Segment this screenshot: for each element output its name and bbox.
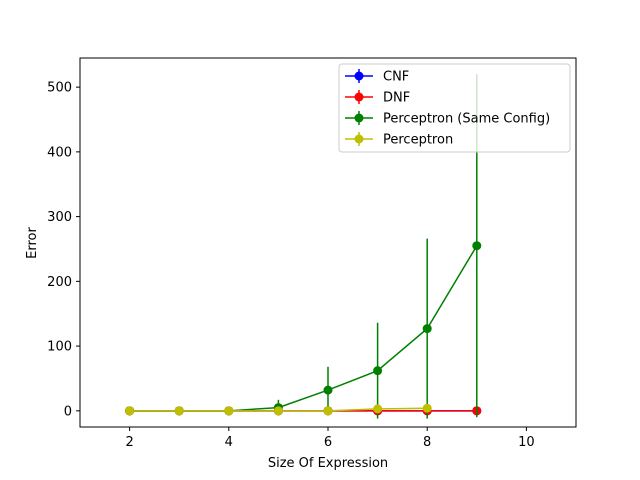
legend-marker [354,71,364,81]
legend-marker [354,92,364,102]
legend-marker [354,134,364,144]
legend-label: CNF [383,70,409,85]
data-point [323,406,333,416]
data-point [422,403,432,413]
data-point [422,324,432,334]
legend-marker [354,113,364,123]
y-tick-label: 400 [47,145,72,160]
data-point [373,404,383,414]
data-point [125,406,135,416]
legend-label: Perceptron (Same Config) [383,112,550,127]
data-point [174,406,184,416]
legend-label: DNF [383,91,410,106]
y-tick-label: 200 [47,275,72,290]
legend-label: Perceptron [383,133,453,148]
data-point [472,241,482,251]
y-tick-label: 500 [47,81,72,96]
legend-box [338,63,571,153]
x-tick-label: 2 [125,435,133,450]
x-axis-label: Size Of Expression [268,456,388,471]
y-axis-label: Error [25,227,40,259]
y-tick-label: 0 [64,404,72,419]
x-tick-label: 4 [225,435,233,450]
y-tick-label: 300 [47,210,72,225]
data-point [224,406,234,416]
series-3 [125,403,432,416]
x-tick-label: 6 [324,435,332,450]
data-point [323,385,333,395]
x-tick-label: 10 [518,435,535,450]
data-point [273,406,283,416]
x-tick-label: 8 [423,435,431,450]
y-tick-label: 100 [47,340,72,355]
legend: CNF DNF Perceptron (Same Config) Perceptron [338,63,571,153]
data-point [373,366,383,376]
